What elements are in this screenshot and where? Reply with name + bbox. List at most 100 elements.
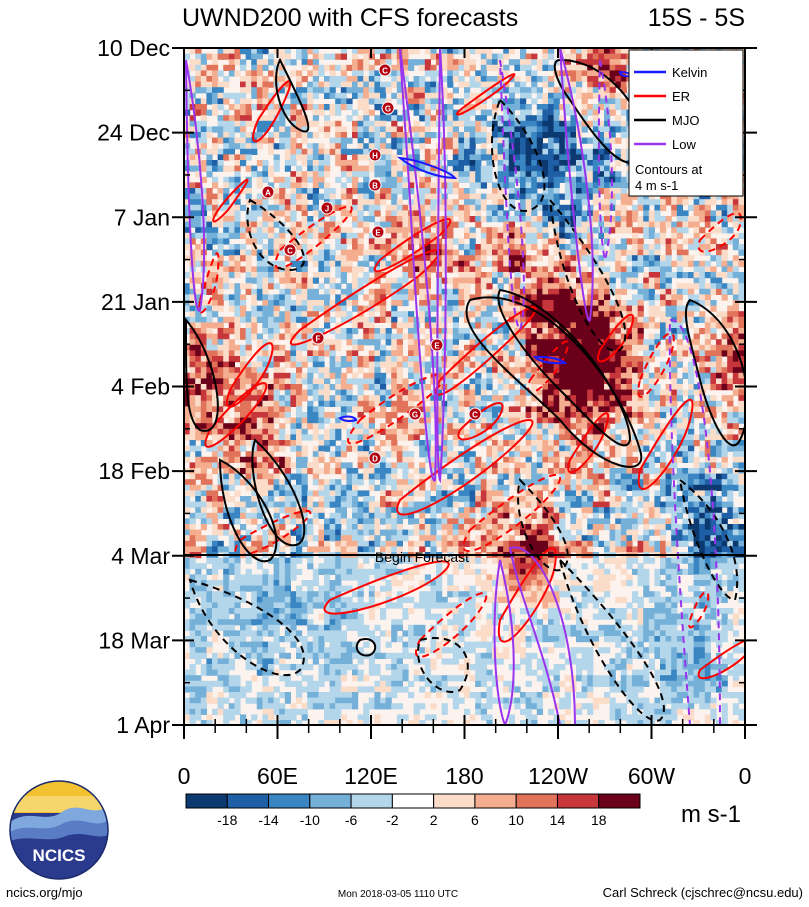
heatmap-cell (716, 227, 723, 234)
heatmap-cell (654, 204, 661, 211)
heatmap-cell (727, 193, 734, 200)
heatmap-cell (340, 333, 347, 340)
heatmap-cell (273, 199, 280, 206)
heatmap-cell (688, 322, 695, 329)
heatmap-cell (195, 344, 202, 351)
heatmap-cell (346, 260, 353, 267)
heatmap-cell (704, 367, 711, 374)
heatmap-cell (189, 115, 196, 122)
heatmap-cell (318, 232, 325, 239)
heatmap-cell (217, 137, 224, 144)
heatmap-cell (217, 132, 224, 139)
heatmap-cell (189, 328, 196, 335)
heatmap-cell (357, 367, 364, 374)
heatmap-cell (536, 92, 543, 99)
heatmap-cell (217, 115, 224, 122)
heatmap-cell (212, 249, 219, 256)
heatmap-cell (430, 260, 437, 267)
heatmap-cell (531, 283, 538, 290)
heatmap-cell (279, 277, 286, 284)
heatmap-cell (592, 81, 599, 88)
heatmap-cell (357, 132, 364, 139)
heatmap-cell (223, 221, 230, 228)
heatmap-cell (559, 216, 566, 223)
heatmap-cell (396, 64, 403, 71)
heatmap-cell (626, 350, 633, 357)
heatmap-cell (548, 104, 555, 111)
heatmap-cell (520, 109, 527, 116)
heatmap-cell (503, 305, 510, 312)
heatmap-cell (352, 221, 359, 228)
heatmap-cell (542, 182, 549, 189)
heatmap-cell (464, 176, 471, 183)
heatmap-cell (615, 216, 622, 223)
heatmap-cell (279, 126, 286, 133)
heatmap-cell (223, 344, 230, 351)
heatmap-cell (413, 154, 420, 161)
heatmap-cell (508, 356, 515, 363)
heatmap-cell (643, 322, 650, 329)
heatmap-cell (424, 311, 431, 318)
heatmap-cell (592, 210, 599, 217)
heatmap-cell (464, 210, 471, 217)
heatmap-cell (520, 210, 527, 217)
heatmap-cell (520, 316, 527, 323)
heatmap-cell (609, 356, 616, 363)
heatmap-cell (430, 249, 437, 256)
heatmap-cell (340, 288, 347, 295)
heatmap-cell (329, 384, 336, 391)
heatmap-cell (497, 232, 504, 239)
heatmap-cell (581, 249, 588, 256)
heatmap-cell (329, 328, 336, 335)
heatmap-cell (200, 367, 207, 374)
heatmap-cell (363, 53, 370, 60)
heatmap-cell (195, 70, 202, 77)
heatmap-cell (206, 277, 213, 284)
heatmap-cell (363, 384, 370, 391)
heatmap-cell (531, 316, 538, 323)
heatmap-cell (654, 221, 661, 228)
heatmap-cell (284, 160, 291, 167)
heatmap-cell (352, 316, 359, 323)
heatmap-cell (688, 372, 695, 379)
heatmap-cell (570, 322, 577, 329)
heatmap-cell (480, 120, 487, 127)
heatmap-cell (704, 294, 711, 301)
heatmap-cell (413, 361, 420, 368)
heatmap-cell (671, 244, 678, 251)
heatmap-cell (604, 193, 611, 200)
heatmap-cell (352, 59, 359, 66)
heatmap-cell (340, 165, 347, 172)
heatmap-cell (424, 322, 431, 329)
heatmap-cell (525, 328, 532, 335)
heatmap-cell (217, 260, 224, 267)
heatmap-cell (228, 378, 235, 385)
heatmap-cell (581, 193, 588, 200)
heatmap-cell (699, 372, 706, 379)
heatmap-cell (408, 344, 415, 351)
heatmap-cell (396, 143, 403, 150)
heatmap-cell (329, 372, 336, 379)
heatmap-cell (217, 165, 224, 172)
heatmap-cell (598, 64, 605, 71)
heatmap-cell (609, 344, 616, 351)
heatmap-cell (396, 115, 403, 122)
heatmap-cell (559, 249, 566, 256)
heatmap-cell (357, 204, 364, 211)
heatmap-cell (660, 372, 667, 379)
heatmap-cell (542, 322, 549, 329)
heatmap-cell (413, 171, 420, 178)
heatmap-cell (284, 277, 291, 284)
heatmap-cell (402, 333, 409, 340)
heatmap-cell (508, 238, 515, 245)
heatmap-cell (273, 210, 280, 217)
heatmap-cell (212, 53, 219, 60)
heatmap-cell (357, 76, 364, 83)
heatmap-cell (223, 356, 230, 363)
heatmap-cell (447, 260, 454, 267)
heatmap-cell (503, 333, 510, 340)
heatmap-cell (721, 204, 728, 211)
heatmap-cell (637, 305, 644, 312)
heatmap-cell (520, 232, 527, 239)
heatmap-cell (346, 165, 353, 172)
